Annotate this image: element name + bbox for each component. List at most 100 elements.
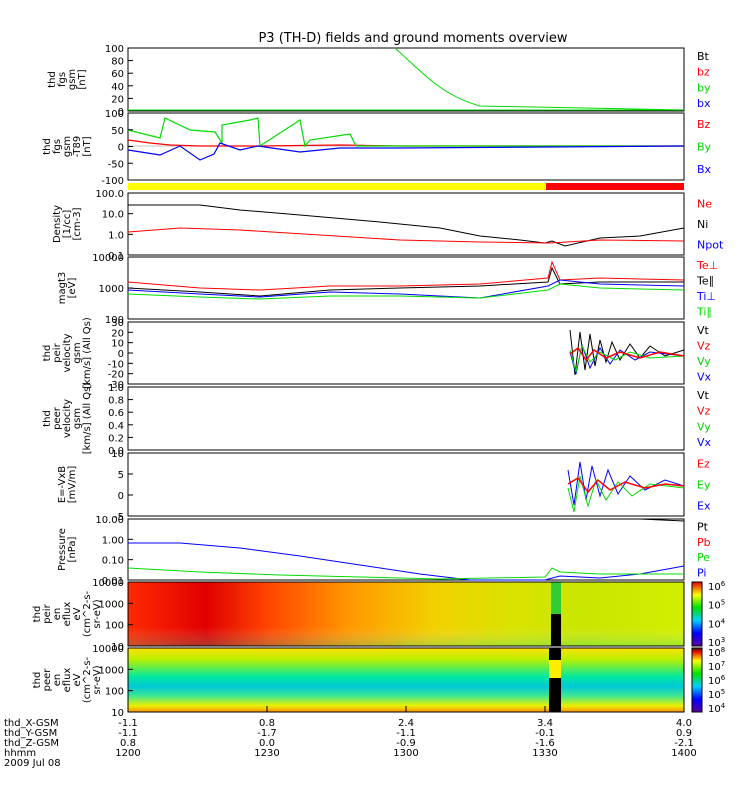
y-tick-label: 10 (111, 708, 124, 719)
y-tick-label: 10 (111, 642, 124, 653)
spectrogram-fill (128, 648, 684, 712)
y-axis-label: (cm^2-s- (82, 590, 93, 637)
y-axis-label: (cm^2-s- (82, 656, 93, 703)
time-axis-row-label: thd_X-GSM (4, 718, 59, 729)
y-axis-label: gsm (72, 342, 83, 363)
series-te-par-line (127, 266, 684, 297)
y-axis-label: sr-eV) (92, 599, 103, 628)
y-tick-label: 1.0 (108, 230, 124, 241)
y-axis-label: Pressure (57, 528, 68, 571)
y-tick-label: 0 (118, 491, 124, 502)
colorbar-label: 106 (708, 580, 726, 593)
time-axis-value: -1.1 (396, 728, 416, 739)
y-tick-label: 1000 (99, 284, 124, 295)
y-axis-label: velocity (62, 399, 73, 438)
y-tick-label: -50 (108, 159, 124, 170)
panel-fgs-t89 (127, 112, 685, 181)
time-axis-value: 1300 (393, 748, 418, 759)
series-vy-line (569, 344, 685, 373)
legend-entry: by (697, 81, 711, 94)
status-bar-red (546, 183, 684, 190)
y-tick-label: 1.00 (102, 535, 124, 546)
time-axis-row-label: hhmm (4, 748, 36, 759)
y-tick-label: -20 (108, 370, 124, 381)
legend-entry: Pi (697, 566, 706, 579)
legend-entry: Pb (697, 536, 711, 549)
legend-entry: Vx (697, 436, 712, 449)
y-tick-label: 0.6 (108, 408, 124, 419)
time-axis-value: 1200 (115, 748, 140, 759)
series-ex-line (567, 461, 685, 506)
y-tick-label: 0 (118, 107, 124, 118)
series-by-line (127, 117, 684, 148)
time-axis-value: 0.8 (259, 718, 275, 729)
panel-fgs (127, 47, 685, 112)
y-axis-label: eV (72, 673, 83, 686)
spectrogram-gap (549, 660, 561, 678)
panel-peir-spectrogram (127, 581, 703, 647)
y-axis-label: [nPa] (67, 536, 78, 562)
y-tick-label: 10 (111, 449, 124, 460)
spectrogram-gap (549, 648, 561, 712)
time-axis-row-label: thd_Y-GSM (4, 728, 57, 739)
y-axis-label: -T89 (72, 136, 83, 158)
y-axis-label: [km/s] (All Qs) (82, 317, 93, 389)
series-pt-line (639, 518, 685, 522)
y-axis-label: thd (42, 410, 53, 427)
y-tick-label: 1.0 (108, 383, 124, 394)
y-axis-label: E=-VxB (57, 466, 68, 503)
series-bt-line (394, 47, 685, 111)
y-tick-label: 0 (118, 349, 124, 360)
y-axis-label: thd (47, 71, 58, 88)
legend-entry: Vx (697, 370, 712, 383)
y-axis-label: [mV/m] (67, 466, 78, 504)
series-te-perp-line (127, 260, 685, 291)
y-tick-label: 0.0 (108, 446, 124, 457)
y-axis-label: thd (32, 606, 43, 623)
time-axis-date: 2009 Jul 08 (4, 758, 61, 769)
legend-entry: Bz (697, 118, 711, 131)
y-tick-label: -10 (108, 359, 124, 370)
time-axis-value: 0.0 (259, 738, 275, 749)
legend-entry: Ey (697, 479, 711, 492)
y-tick-label: 20 (111, 94, 124, 105)
colorbar-label: 106 (708, 674, 726, 687)
y-tick-label: 20 (111, 328, 124, 339)
y-tick-label: -100 (101, 176, 124, 187)
time-axis-value: -2.1 (674, 738, 694, 749)
series-ni-line (128, 204, 685, 247)
series-ti-par-line (127, 283, 685, 300)
y-axis-label: gsm (67, 69, 78, 90)
y-tick-label: 10 (111, 339, 124, 350)
y-tick-label: 0.10 (102, 556, 124, 567)
legend-entry: Vt (697, 324, 710, 337)
time-axis-value: -0.9 (396, 738, 416, 749)
series-ey-line (567, 475, 685, 513)
y-axis-label: thd (32, 672, 43, 689)
legend-entry: Vt (697, 389, 710, 402)
panel-peir-velocity (127, 321, 685, 385)
y-axis-label: [nT] (82, 136, 93, 156)
y-axis-label: [km/s] (All Qs) (82, 383, 93, 455)
series-pi-line (128, 542, 685, 581)
time-axis-value: 0.8 (120, 738, 136, 749)
time-axis-value: -0.1 (535, 728, 555, 739)
legend-entry: Bx (697, 163, 712, 176)
y-tick-label: 10.0 (102, 210, 124, 221)
legend-entry: Vz (697, 339, 711, 352)
y-axis-label: magt3 (57, 272, 68, 305)
colorbar-label: 107 (708, 660, 725, 673)
y-axis-label: [nT] (77, 69, 88, 89)
plot-title: P3 (TH-D) fields and ground moments over… (258, 31, 567, 46)
time-axis-value: -1.1 (118, 728, 138, 739)
y-axis-label: Density (52, 205, 63, 243)
legend-entry: Ti∥ (696, 305, 712, 318)
legend-entry: bx (697, 97, 711, 110)
y-axis-label: en (52, 608, 63, 621)
time-axis-row-label: thd_Z-GSM (4, 738, 59, 749)
status-bar-yellow (128, 183, 546, 190)
y-axis-label: [eV] (67, 278, 78, 299)
time-axis-value: 1400 (671, 748, 696, 759)
legend-entry: Te∥ (696, 274, 714, 287)
panel-frame (127, 452, 685, 517)
